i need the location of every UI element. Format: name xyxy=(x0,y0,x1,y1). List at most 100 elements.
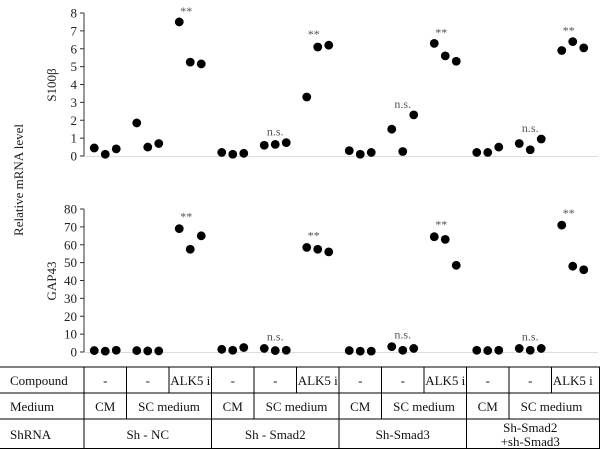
row-header: Medium xyxy=(10,399,54,414)
data-point xyxy=(259,140,269,150)
y-tick-label: 5 xyxy=(71,59,78,74)
not-significant-label: n.s. xyxy=(267,125,284,139)
y-tick-label: 10 xyxy=(64,327,77,342)
condition-table: Compound - - ALK5 i - - ALK5 i - - ALK5 i - - ALK5 i… xyxy=(0,366,600,449)
panel-2: 0 10 20 30 40 50 60 70 80 GAP43 ** n.s. ** n.s. ** n.s.… xyxy=(44,202,598,360)
y-tick-label: 0 xyxy=(71,345,78,360)
data-point xyxy=(429,38,439,48)
data-point xyxy=(536,134,546,144)
y-tick-label: 30 xyxy=(64,291,77,306)
data-point xyxy=(302,92,312,102)
y-tick-label: 20 xyxy=(64,309,77,324)
table-cell: Sh - Smad2 xyxy=(245,427,306,442)
table-cell: CM xyxy=(95,399,116,414)
significance-marker: ** xyxy=(563,24,575,38)
table-cell: - xyxy=(273,373,277,388)
data-point xyxy=(270,346,280,355)
table-cell: SC medium xyxy=(138,399,200,414)
not-significant-label: n.s. xyxy=(394,328,411,342)
data-point xyxy=(217,148,227,157)
y-tick-label: 1 xyxy=(71,131,78,146)
data-point xyxy=(557,46,567,55)
table-cell: ALK5 i xyxy=(553,373,593,388)
data-point xyxy=(366,148,376,157)
y-tick-label: 8 xyxy=(71,6,78,21)
data-point xyxy=(451,56,461,66)
data-point xyxy=(100,346,110,356)
not-significant-label: n.s. xyxy=(267,329,284,343)
y-axis-label: GAP43 xyxy=(44,261,59,300)
data-point xyxy=(281,345,291,355)
data-point xyxy=(143,142,153,152)
data-point xyxy=(398,147,408,156)
data-point xyxy=(100,149,110,159)
data-point xyxy=(514,139,524,148)
data-point xyxy=(494,345,504,355)
data-point xyxy=(196,59,206,69)
data-point xyxy=(398,345,408,355)
data-point xyxy=(344,346,354,355)
data-point xyxy=(525,145,535,155)
data-point xyxy=(451,260,461,270)
data-point xyxy=(483,346,493,355)
data-point xyxy=(324,40,334,50)
data-point xyxy=(568,261,578,271)
data-point xyxy=(239,343,249,352)
y-tick-label: 6 xyxy=(71,41,78,56)
table-cell: ALK5 i xyxy=(170,373,210,388)
data-point xyxy=(366,346,376,356)
data-point xyxy=(472,345,482,355)
data-point xyxy=(387,124,397,134)
data-point xyxy=(111,345,121,355)
table-cell: - xyxy=(401,373,405,388)
data-point xyxy=(557,220,567,230)
data-point xyxy=(355,346,365,356)
table-cell: - xyxy=(358,373,362,388)
data-point xyxy=(174,17,184,27)
data-point xyxy=(228,345,238,355)
table-cell: - xyxy=(146,373,150,388)
data-point xyxy=(217,344,227,354)
y-tick-label: 4 xyxy=(71,77,78,92)
not-significant-label: n.s. xyxy=(394,97,411,111)
data-point xyxy=(174,224,184,234)
y-tick-label: 80 xyxy=(64,202,77,217)
table-cell: - xyxy=(231,373,235,388)
not-significant-label: n.s. xyxy=(522,329,539,343)
data-point xyxy=(196,231,206,241)
data-point xyxy=(259,344,269,353)
data-point xyxy=(494,142,504,152)
data-point xyxy=(239,148,249,158)
not-significant-label: n.s. xyxy=(522,121,539,135)
y-tick-label: 70 xyxy=(64,219,77,234)
data-point xyxy=(281,138,291,147)
table-row: Medium CM SC medium CM SC medium CM SC medium C… xyxy=(10,393,582,419)
significance-marker: ** xyxy=(180,4,192,18)
data-point xyxy=(185,244,195,254)
significance-marker: ** xyxy=(435,25,447,39)
data-point xyxy=(387,342,397,352)
data-point xyxy=(324,247,334,257)
table-cell: - xyxy=(528,373,532,388)
significance-marker: ** xyxy=(563,206,575,220)
y-tick-label: 2 xyxy=(71,113,78,128)
table-cell: SC medium xyxy=(393,399,455,414)
table-cell: CM xyxy=(478,399,499,414)
table-cell: SC medium xyxy=(266,399,328,414)
data-point xyxy=(313,42,323,52)
table-cell: ALK5 i xyxy=(425,373,465,388)
panel-1: 0 1 2 3 4 5 6 7 8 S100β ** n.s. ** n.s. ** n.s. ** xyxy=(44,4,598,164)
y-axis-label: S100β xyxy=(44,68,59,102)
row-header: ShRNA xyxy=(10,427,52,442)
data-point xyxy=(355,149,365,159)
data-point xyxy=(154,139,164,148)
data-point xyxy=(302,243,312,252)
table-cell: CM xyxy=(223,399,244,414)
data-point xyxy=(429,232,439,242)
data-point xyxy=(568,37,578,46)
data-point xyxy=(89,143,99,153)
data-point xyxy=(409,344,419,353)
data-point xyxy=(111,144,121,154)
data-point xyxy=(525,345,535,355)
